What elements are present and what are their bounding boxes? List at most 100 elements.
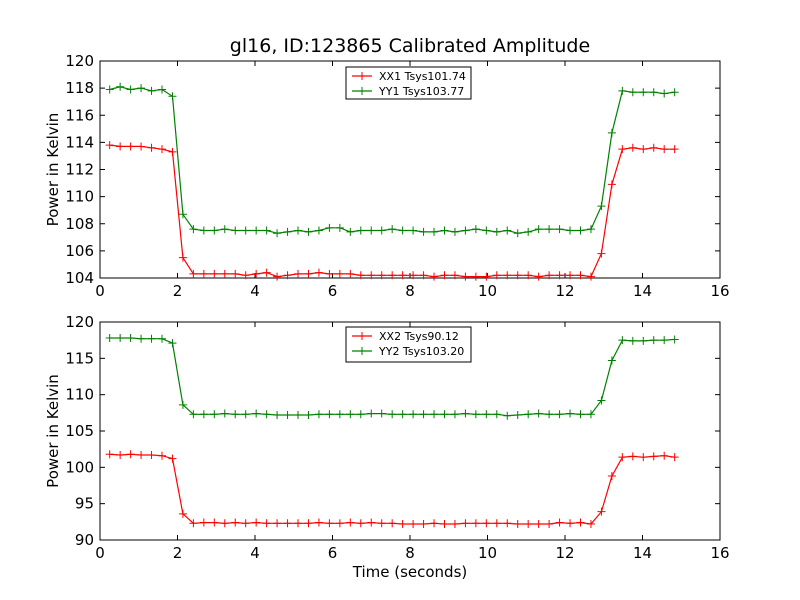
data-point-marker bbox=[294, 269, 303, 278]
data-point-marker bbox=[513, 411, 522, 420]
data-point-marker bbox=[524, 520, 533, 529]
data-point-marker bbox=[555, 518, 564, 527]
x-tick-label: 2 bbox=[173, 544, 183, 562]
data-point-marker bbox=[388, 225, 397, 234]
data-point-marker bbox=[231, 518, 240, 527]
data-point-marker bbox=[325, 269, 334, 278]
legend-box bbox=[345, 326, 472, 363]
data-point-marker bbox=[545, 225, 554, 234]
data-point-marker bbox=[137, 334, 146, 343]
data-point-marker bbox=[168, 92, 177, 101]
data-point-marker bbox=[398, 410, 407, 419]
data-point-marker bbox=[262, 519, 271, 528]
data-point-marker bbox=[586, 410, 595, 419]
data-point-marker bbox=[189, 410, 198, 419]
data-point-marker bbox=[649, 88, 658, 97]
data-point-marker bbox=[262, 268, 271, 277]
data-point-marker bbox=[482, 272, 491, 281]
data-point-marker bbox=[314, 518, 323, 527]
data-point-marker bbox=[283, 411, 292, 420]
data-point-marker bbox=[158, 451, 166, 460]
data-point-marker bbox=[419, 227, 428, 236]
data-point-marker bbox=[283, 227, 292, 236]
data-point-marker bbox=[283, 519, 292, 528]
data-point-marker bbox=[241, 271, 250, 280]
data-point-marker bbox=[618, 453, 627, 462]
data-point-marker bbox=[325, 519, 334, 528]
y-tick-label: 105 bbox=[65, 422, 94, 440]
data-point-marker bbox=[273, 229, 282, 238]
data-point-marker bbox=[220, 269, 229, 278]
data-point-marker bbox=[586, 272, 595, 281]
data-point-marker bbox=[210, 410, 219, 419]
data-point-marker bbox=[252, 269, 261, 278]
x-tick-label: 6 bbox=[328, 282, 338, 300]
data-point-marker bbox=[398, 520, 407, 529]
x-tick-label: 16 bbox=[710, 544, 729, 562]
data-point-marker bbox=[147, 450, 156, 459]
data-point-marker bbox=[398, 271, 407, 280]
y-tick-label: 120 bbox=[65, 52, 94, 70]
data-point-marker bbox=[252, 226, 261, 235]
x-tick-label: 0 bbox=[95, 544, 105, 562]
data-point-marker bbox=[492, 227, 501, 236]
data-point-marker bbox=[147, 143, 156, 152]
data-point-marker bbox=[241, 410, 250, 419]
data-point-marker bbox=[534, 520, 543, 529]
data-point-marker bbox=[409, 226, 418, 235]
data-point-marker bbox=[492, 271, 501, 280]
x-axis-label: Time (seconds) bbox=[352, 563, 468, 581]
data-point-marker bbox=[304, 519, 313, 528]
data-point-marker bbox=[670, 453, 679, 462]
data-point-marker bbox=[576, 410, 585, 419]
data-point-marker bbox=[461, 409, 470, 418]
data-point-marker bbox=[356, 226, 365, 235]
data-point-marker bbox=[639, 336, 648, 345]
data-point-marker bbox=[597, 249, 606, 258]
data-point-marker bbox=[367, 271, 376, 280]
data-point-marker bbox=[178, 253, 187, 262]
data-point-marker bbox=[607, 472, 616, 481]
y-tick-label: 116 bbox=[65, 106, 94, 124]
data-point-marker bbox=[576, 271, 585, 280]
data-point-marker bbox=[105, 141, 114, 150]
y-tick-label: 104 bbox=[65, 269, 94, 287]
legend-label: YY1 Tsys103.77 bbox=[378, 85, 464, 98]
data-point-marker bbox=[168, 339, 177, 348]
x-tick-label: 4 bbox=[250, 282, 260, 300]
y-tick-label: 100 bbox=[65, 458, 94, 476]
data-point-marker bbox=[325, 223, 334, 232]
x-tick-label: 14 bbox=[633, 282, 652, 300]
data-point-marker bbox=[116, 333, 125, 342]
legend-label: XX1 Tsys101.74 bbox=[379, 70, 466, 83]
data-point-marker bbox=[262, 410, 271, 419]
y-tick-label: 120 bbox=[65, 313, 94, 331]
data-point-marker bbox=[367, 518, 376, 527]
data-point-marker bbox=[607, 356, 616, 365]
legend-2: XX2 Tsys90.12 YY2 Tsys103.20 bbox=[345, 326, 472, 363]
y-tick-label: 110 bbox=[65, 386, 94, 404]
x-tick-label: 4 bbox=[250, 544, 260, 562]
data-point-marker bbox=[116, 450, 125, 459]
data-point-marker bbox=[283, 271, 292, 280]
data-point-marker bbox=[210, 226, 219, 235]
data-point-marker bbox=[126, 85, 135, 94]
data-point-marker bbox=[471, 272, 480, 281]
y-tick-label: 110 bbox=[65, 188, 94, 206]
data-point-marker bbox=[388, 410, 397, 419]
data-point-marker bbox=[419, 410, 428, 419]
data-point-marker bbox=[482, 226, 491, 235]
data-point-marker bbox=[513, 271, 522, 280]
data-point-marker bbox=[377, 409, 386, 418]
data-point-marker bbox=[388, 271, 397, 280]
data-point-marker bbox=[555, 271, 564, 280]
data-point-marker bbox=[440, 410, 449, 419]
data-point-marker bbox=[628, 143, 637, 152]
data-point-marker bbox=[304, 269, 313, 278]
data-point-marker bbox=[126, 333, 135, 342]
data-point-marker bbox=[116, 82, 125, 91]
data-point-marker bbox=[273, 519, 282, 528]
x-tick-label: 14 bbox=[633, 544, 652, 562]
data-point-marker bbox=[534, 409, 543, 418]
